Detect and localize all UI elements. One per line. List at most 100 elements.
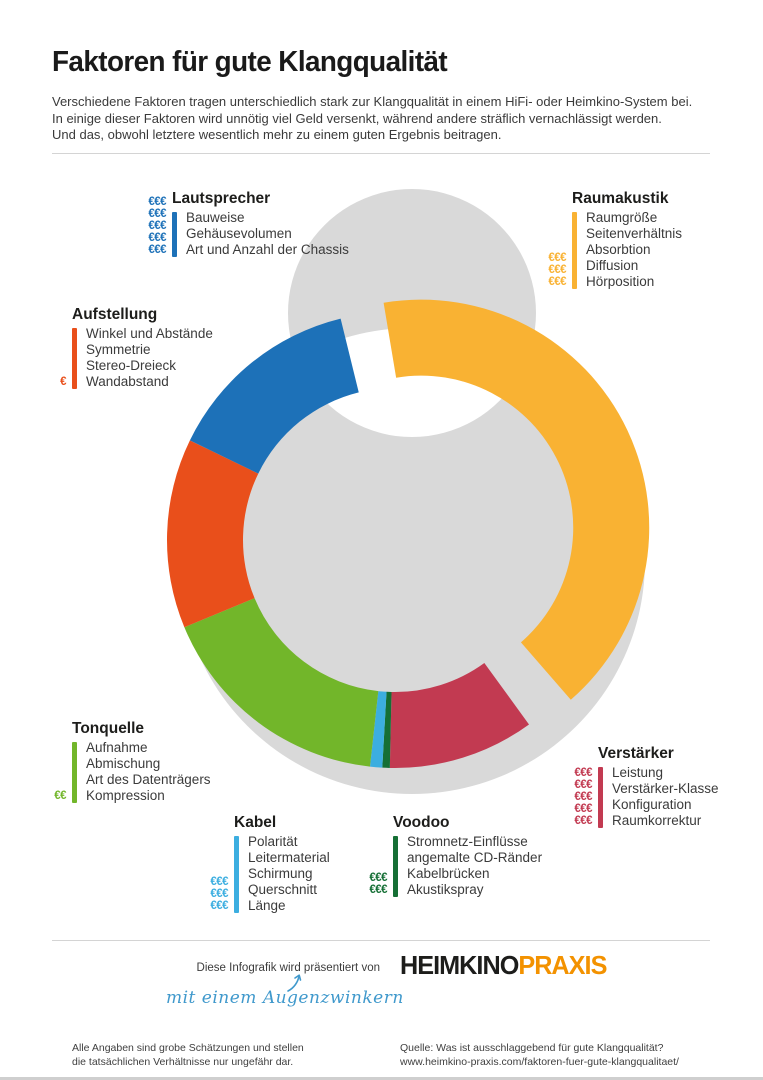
- category-items: Winkel und Abstände Symmetrie Stereo-Dreie…: [77, 326, 213, 390]
- category-body: Leistung Verstärker-Klasse Konfiguration Ra…: [598, 765, 719, 829]
- category-item: Stereo-Dreieck: [86, 358, 177, 373]
- category-title: Lautsprecher: [172, 190, 271, 207]
- euro-rating: €€€ €€€ €€€: [508, 252, 566, 288]
- euro-row: €€€: [148, 208, 166, 220]
- category-item: Akustikspray: [407, 882, 484, 897]
- category-body: Stromnetz-Einflüsse angemalte CD-Ränder Ka…: [393, 834, 542, 898]
- euro-row: €€: [54, 790, 66, 802]
- euro-rating: €€€ €€€ €€€ €€€ €€€: [534, 767, 592, 827]
- category-item: Wandabstand: [86, 374, 169, 389]
- top-divider: [52, 153, 710, 154]
- category-title: Raumakustik: [572, 190, 669, 207]
- euro-row: €€€: [369, 872, 387, 884]
- category-item: Stromnetz-Einflüsse: [407, 834, 528, 849]
- category-items: Aufnahme Abmischung Art des Datenträgers Ko…: [77, 740, 211, 804]
- brand-logo-heimkino: HEIMKINO: [400, 950, 519, 980]
- brand-logo-praxis: PRAXIS: [518, 950, 607, 980]
- category-label-verst-rker: Verstärker Leistung Verstärker-Klasse Konfi…: [534, 745, 719, 829]
- category-items: Leistung Verstärker-Klasse Konfiguration Ra…: [603, 765, 719, 829]
- presented-by-text: Diese Infografik wird präsentiert von: [196, 962, 380, 974]
- category-item: Kabelbrücken: [407, 866, 490, 881]
- subtitle-line: Verschiedene Faktoren tragen unterschied…: [52, 94, 693, 109]
- category-body: Polarität Leitermaterial Schirmung Querschn…: [234, 834, 330, 914]
- segment-aufstellung: [167, 440, 259, 628]
- category-title: Verstärker: [598, 745, 674, 762]
- page-title: Faktoren für gute Klangqualität: [52, 46, 448, 78]
- category-item: Abmischung: [86, 756, 161, 771]
- category-color-bar: [72, 742, 77, 803]
- subtitle-line: Und das, obwohl letztere wesentlich mehr…: [52, 127, 502, 142]
- category-label-raumakustik: Raumakustik Raumgröße Seitenverhältnis Abso…: [508, 190, 682, 290]
- segment-kabel: [369, 691, 387, 768]
- footer-divider: [52, 940, 710, 941]
- category-item: Raumkorrektur: [612, 813, 702, 828]
- category-title: Kabel: [234, 814, 277, 831]
- euro-row: €€€: [148, 220, 166, 232]
- category-color-bar: [72, 328, 77, 389]
- euro-row: €€€: [148, 196, 166, 208]
- euro-row: €€€: [148, 232, 166, 244]
- category-item: Aufnahme: [86, 740, 148, 755]
- category-item: Symmetrie: [86, 342, 151, 357]
- category-label-aufstellung: Aufstellung Winkel und Abstände Symmetrie S…: [8, 306, 213, 390]
- euro-row: €€€: [548, 252, 566, 264]
- category-label-tonquelle: Tonquelle Aufnahme Abmischung Art des Daten…: [8, 720, 211, 804]
- brand-logo: HEIMKINOPRAXIS: [400, 950, 607, 981]
- category-item: Art und Anzahl der Chassis: [186, 242, 349, 257]
- euro-row: €: [60, 376, 66, 388]
- euro-row: €€€: [574, 815, 592, 827]
- euro-row: €€€: [548, 276, 566, 288]
- disclaimer-note: Alle Angaben sind grobe Schätzungen und …: [72, 1042, 304, 1068]
- category-item: Absorbtion: [586, 242, 651, 257]
- euro-row: €€€: [148, 244, 166, 256]
- euro-row: €€€: [548, 264, 566, 276]
- category-color-bar: [598, 767, 603, 828]
- category-items: Polarität Leitermaterial Schirmung Querschn…: [239, 834, 330, 914]
- category-item: Verstärker-Klasse: [612, 781, 719, 796]
- page-subtitle: Verschiedene Faktoren tragen unterschied…: [52, 94, 692, 144]
- euro-rating: €€€ €€€: [329, 872, 387, 896]
- page-bottom-edge: [0, 1077, 763, 1080]
- euro-row: €€€: [574, 779, 592, 791]
- euro-row: €€€: [210, 876, 228, 888]
- euro-rating: €€€ €€€ €€€ €€€ €€€: [108, 196, 166, 256]
- category-item: Kompression: [86, 788, 165, 803]
- category-item: Winkel und Abstände: [86, 326, 213, 341]
- category-item: Raumgröße: [586, 210, 658, 225]
- segment-voodoo: [382, 691, 392, 768]
- category-item: Bauweise: [186, 210, 245, 225]
- category-item: Diffusion: [586, 258, 639, 273]
- category-body: Winkel und Abstände Symmetrie Stereo-Dreie…: [72, 326, 213, 390]
- category-items: Raumgröße Seitenverhältnis Absorbtion Diffu…: [577, 210, 682, 290]
- category-item: Leistung: [612, 765, 664, 780]
- category-label-lautsprecher: Lautsprecher Bauweise Gehäusevolumen Art un…: [108, 190, 349, 258]
- category-label-voodoo: Voodoo Stromnetz-Einflüsse angemalte CD-Rä…: [329, 814, 542, 898]
- category-items: Bauweise Gehäusevolumen Art und Anzahl der…: [177, 210, 349, 258]
- category-item: Polarität: [248, 834, 298, 849]
- category-item: Länge: [248, 898, 286, 913]
- category-item: Schirmung: [248, 866, 313, 881]
- category-body: Bauweise Gehäusevolumen Art und Anzahl der…: [172, 210, 349, 258]
- category-item: Gehäusevolumen: [186, 226, 292, 241]
- category-label-kabel: Kabel Polarität Leitermaterial Schirmung Que…: [170, 814, 330, 914]
- euro-row: €€€: [574, 803, 592, 815]
- category-title: Voodoo: [393, 814, 450, 831]
- euro-rating: €€€ €€€ €€€: [170, 876, 228, 912]
- source-note: Quelle: Was ist ausschlaggebend für gute…: [400, 1042, 679, 1068]
- category-title: Tonquelle: [72, 720, 145, 737]
- euro-row: €€€: [574, 791, 592, 803]
- category-color-bar: [234, 836, 239, 913]
- subtitle-line: In einige dieser Faktoren wird unnötig v…: [52, 110, 662, 126]
- segment-tonquelle: [184, 598, 379, 767]
- category-item: Art des Datenträgers: [86, 772, 211, 787]
- category-item: Seitenverhältnis: [586, 226, 683, 241]
- segment-raumakustik: [383, 299, 650, 700]
- category-item: angemalte CD-Ränder: [407, 850, 543, 865]
- handwritten-note: mit einem Augenzwinkern: [166, 988, 404, 1008]
- category-body: Raumgröße Seitenverhältnis Absorbtion Diffu…: [572, 210, 682, 290]
- euro-row: €€€: [210, 888, 228, 900]
- segment-verst-rker: [389, 662, 530, 769]
- category-title: Aufstellung: [72, 306, 158, 323]
